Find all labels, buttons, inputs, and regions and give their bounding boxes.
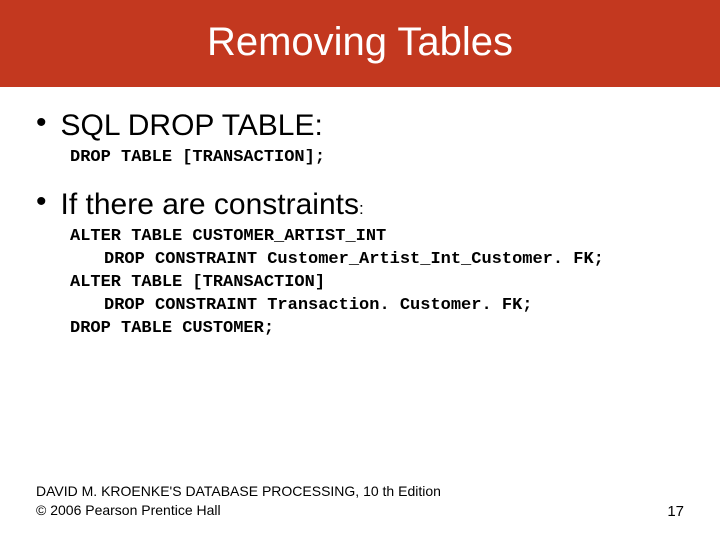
slide-content: • SQL DROP TABLE: DROP TABLE [TRANSACTIO… bbox=[0, 87, 720, 341]
footer-line-1: DAVID M. KROENKE'S DATABASE PROCESSING, … bbox=[36, 482, 441, 501]
code-line: DROP CONSTRAINT Customer_Artist_Int_Cust… bbox=[104, 249, 684, 272]
slide-title: Removing Tables bbox=[0, 20, 720, 65]
bullet-2-text-wrap: If there are constraints: bbox=[61, 188, 364, 222]
bullet-1: • SQL DROP TABLE: bbox=[36, 109, 684, 143]
page-number: 17 bbox=[667, 503, 684, 520]
bullet-marker: • bbox=[36, 187, 47, 217]
code-line: ALTER TABLE CUSTOMER_ARTIST_INT bbox=[70, 226, 684, 249]
bullet-2-text: If there are constraints bbox=[61, 188, 359, 221]
bullet-2-suffix: : bbox=[359, 199, 364, 218]
bullet-2: • If there are constraints: bbox=[36, 188, 684, 222]
code-line: DROP CONSTRAINT Transaction. Customer. F… bbox=[104, 295, 684, 318]
slide-footer: DAVID M. KROENKE'S DATABASE PROCESSING, … bbox=[36, 482, 684, 520]
code-line: ALTER TABLE [TRANSACTION] bbox=[70, 272, 684, 295]
bullet-marker: • bbox=[36, 108, 47, 138]
code-block-1: DROP TABLE [TRANSACTION]; bbox=[70, 147, 684, 170]
title-bar: Removing Tables bbox=[0, 0, 720, 87]
footer-attribution: DAVID M. KROENKE'S DATABASE PROCESSING, … bbox=[36, 482, 441, 520]
code-line: DROP TABLE CUSTOMER; bbox=[70, 318, 684, 341]
code-line: DROP TABLE [TRANSACTION]; bbox=[70, 147, 684, 170]
code-block-2: ALTER TABLE CUSTOMER_ARTIST_INT DROP CON… bbox=[70, 226, 684, 341]
footer-line-2: © 2006 Pearson Prentice Hall bbox=[36, 501, 441, 520]
bullet-1-text: SQL DROP TABLE: bbox=[61, 109, 323, 143]
